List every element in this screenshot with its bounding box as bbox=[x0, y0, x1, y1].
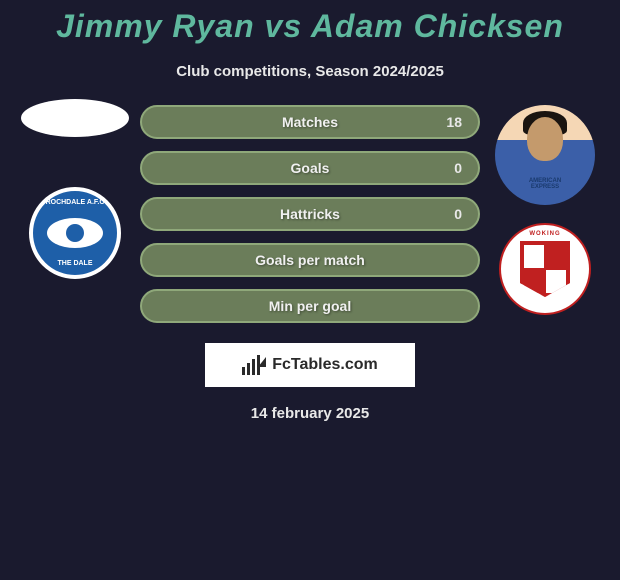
club1-inner-oval bbox=[47, 218, 103, 248]
header: Jimmy Ryan vs Adam Chicksen Club competi… bbox=[0, 0, 620, 80]
logo-arrow-icon bbox=[258, 357, 266, 367]
club1-name-top: ROCHDALE A.F.C bbox=[46, 199, 105, 206]
club1-name-bottom: THE DALE bbox=[58, 260, 93, 267]
vs-text: vs bbox=[265, 8, 303, 44]
player2-jersey-text: AMERICAN EXPRESS bbox=[495, 178, 595, 191]
shield-q4 bbox=[546, 270, 566, 293]
logo-bar bbox=[247, 363, 250, 375]
stat-label: Hattricks bbox=[280, 206, 340, 222]
stat-label: Goals per match bbox=[255, 252, 365, 268]
logo-bar bbox=[252, 359, 255, 375]
jersey-line1: AMERICAN bbox=[529, 178, 561, 184]
stat-bar-matches: Matches 18 bbox=[140, 105, 480, 139]
player1-name: Jimmy Ryan bbox=[56, 8, 255, 44]
player2-face bbox=[527, 117, 563, 161]
page-title: Jimmy Ryan vs Adam Chicksen bbox=[0, 8, 620, 45]
shield-q3 bbox=[524, 270, 544, 293]
stat-value-right: 0 bbox=[454, 160, 462, 176]
club2-name-top: WOKING bbox=[529, 231, 560, 237]
stat-bar-hattricks: Hattricks 0 bbox=[140, 197, 480, 231]
player2-photo: AMERICAN EXPRESS bbox=[495, 105, 595, 205]
club2-shield bbox=[520, 241, 570, 297]
club2-badge: WOKING bbox=[499, 223, 591, 315]
footer-brand-text: FcTables.com bbox=[272, 356, 378, 374]
player1-photo bbox=[21, 99, 129, 137]
stat-value-right: 0 bbox=[454, 206, 462, 222]
stat-label: Min per goal bbox=[269, 298, 351, 314]
stat-label: Matches bbox=[282, 114, 338, 130]
logo-bars-icon bbox=[242, 355, 266, 375]
club1-badge: ROCHDALE A.F.C THE DALE bbox=[29, 187, 121, 279]
subtitle: Club competitions, Season 2024/2025 bbox=[0, 63, 620, 80]
shield-q2 bbox=[546, 245, 566, 268]
shield-q1 bbox=[524, 245, 544, 268]
footer-date: 14 february 2025 bbox=[0, 405, 620, 422]
stats-column: Matches 18 Goals 0 Hattricks 0 Goals per… bbox=[140, 105, 480, 323]
logo-bar bbox=[242, 367, 245, 375]
player2-name: Adam Chicksen bbox=[311, 8, 564, 44]
right-column: AMERICAN EXPRESS WOKING bbox=[490, 105, 600, 315]
stat-bar-goals-per-match: Goals per match bbox=[140, 243, 480, 277]
footer-brand-box: FcTables.com bbox=[205, 343, 415, 387]
main-content: ROCHDALE A.F.C THE DALE Matches 18 Goals… bbox=[0, 105, 620, 323]
jersey-line2: EXPRESS bbox=[531, 184, 559, 190]
stat-label: Goals bbox=[291, 160, 330, 176]
stat-value-right: 18 bbox=[446, 114, 462, 130]
left-column: ROCHDALE A.F.C THE DALE bbox=[20, 105, 130, 279]
club1-ball-icon bbox=[66, 224, 84, 242]
stat-bar-goals: Goals 0 bbox=[140, 151, 480, 185]
stat-bar-min-per-goal: Min per goal bbox=[140, 289, 480, 323]
